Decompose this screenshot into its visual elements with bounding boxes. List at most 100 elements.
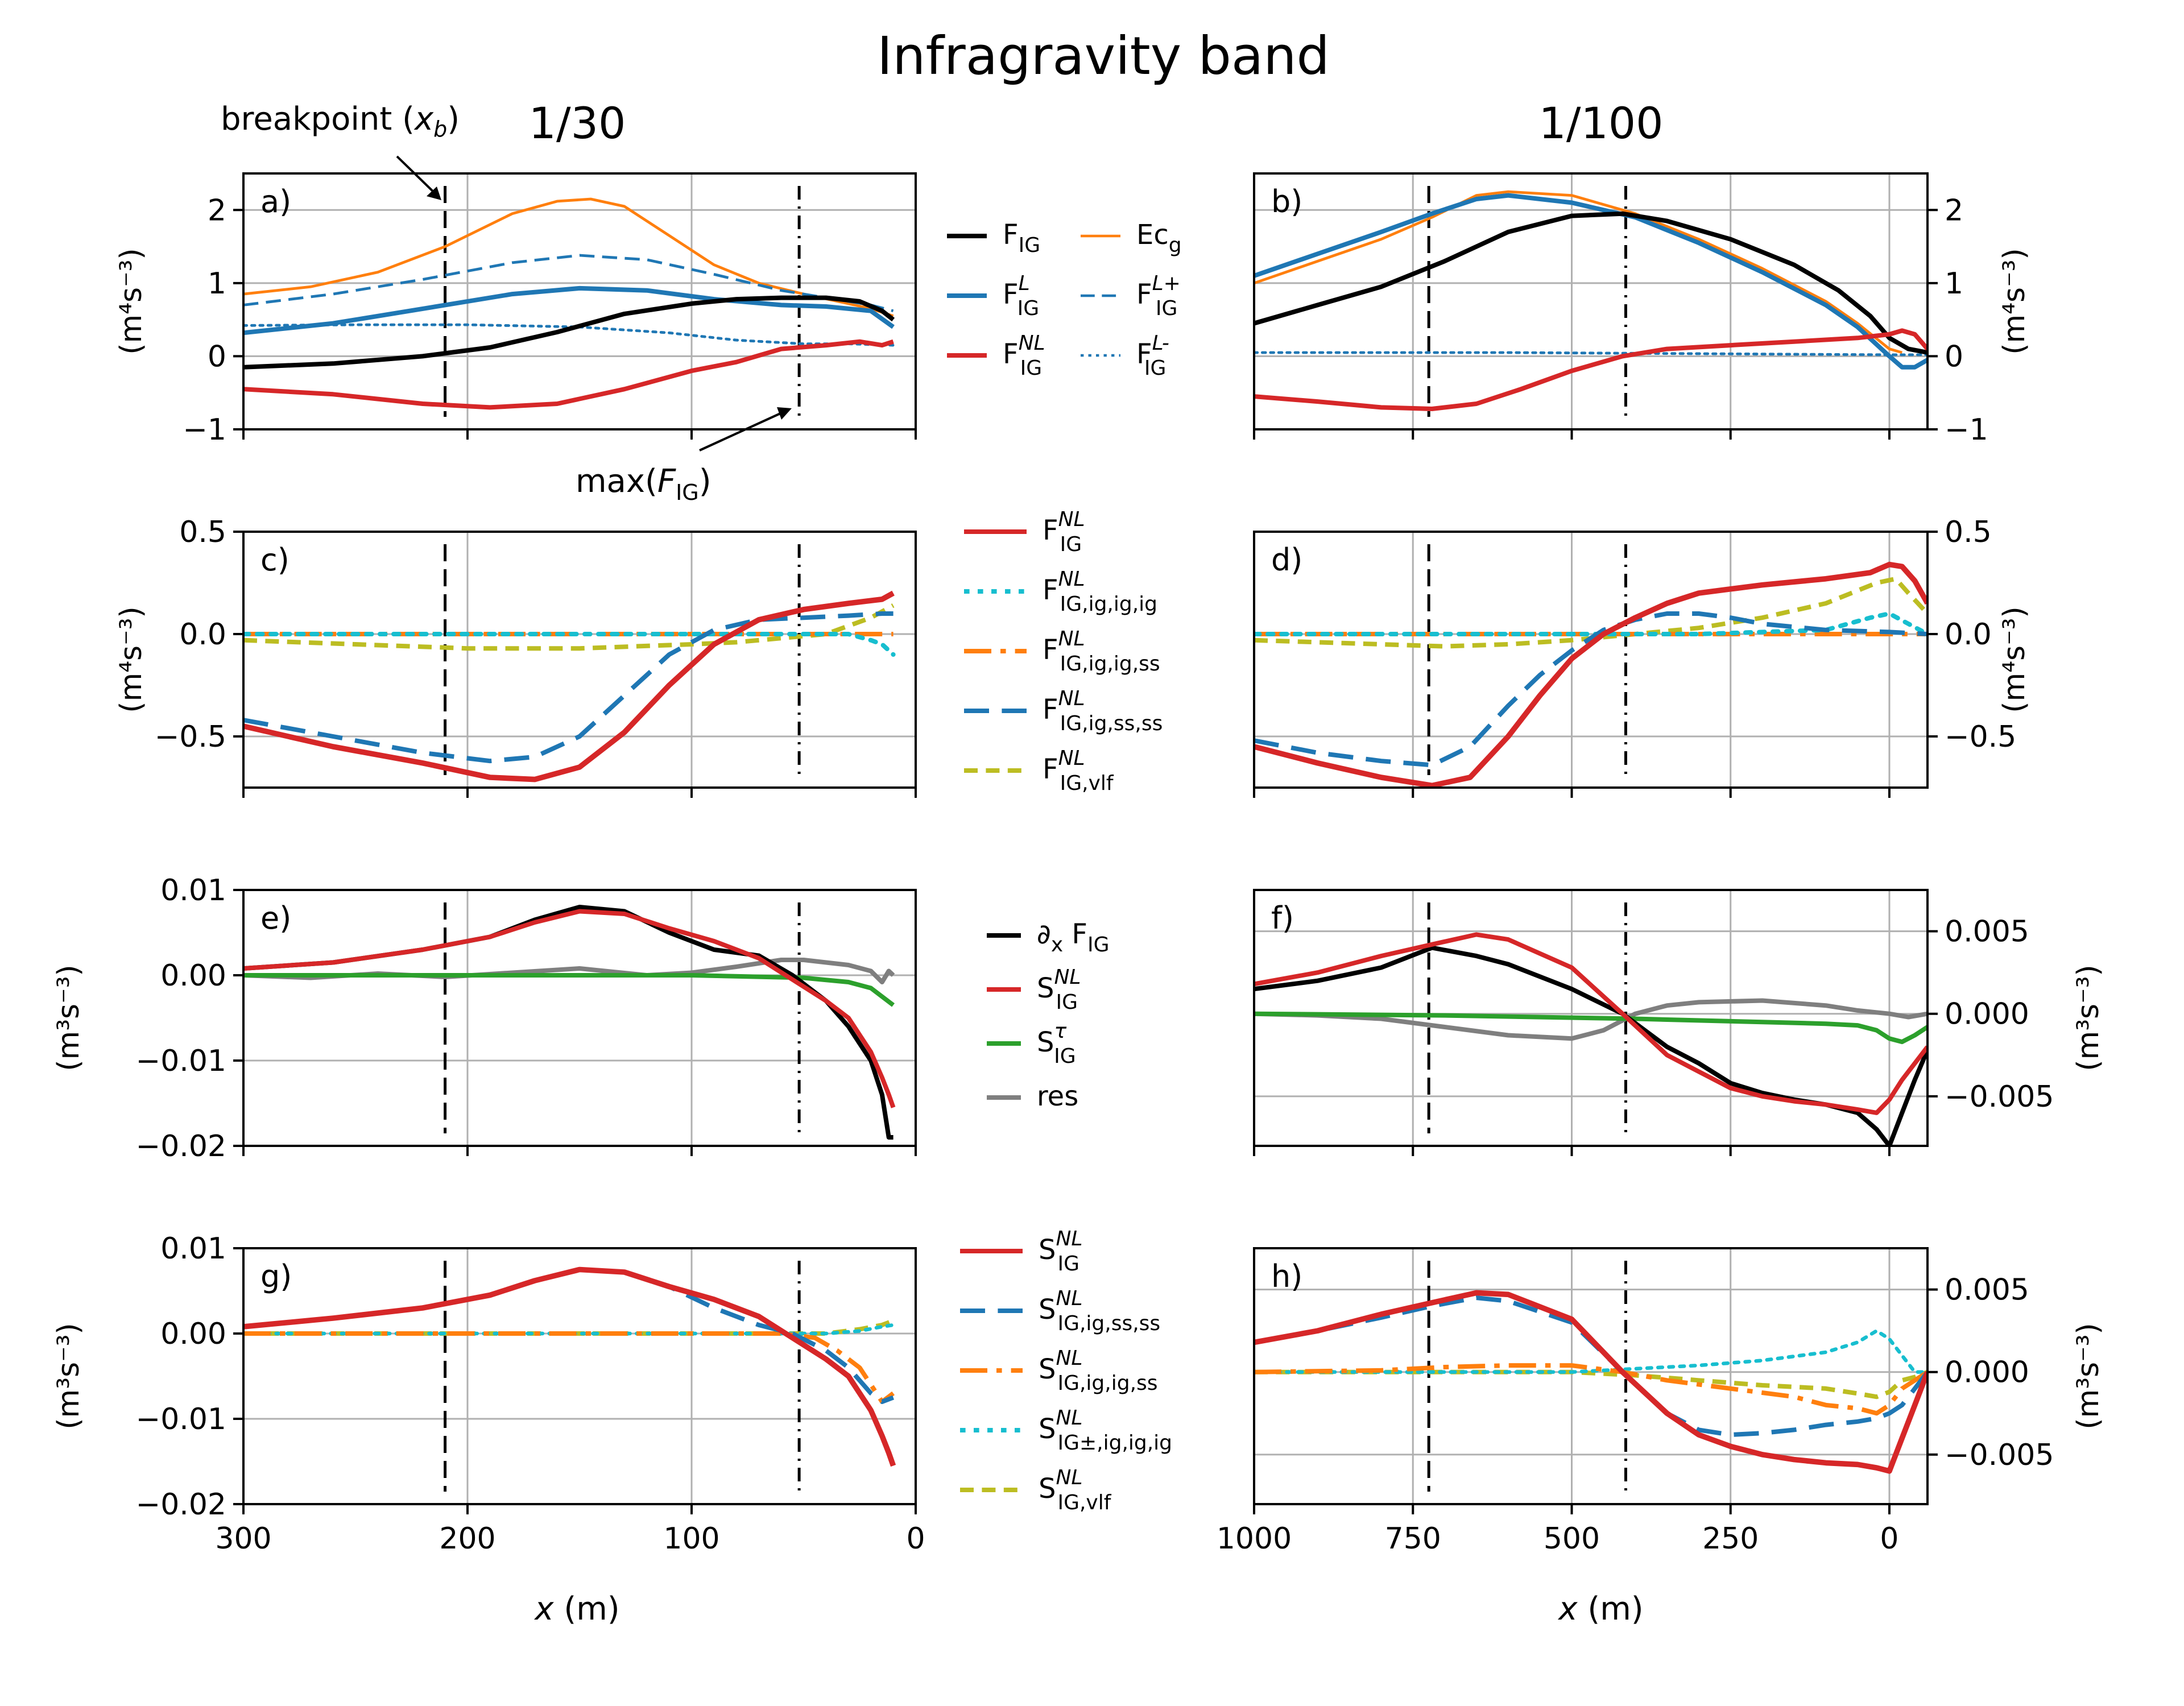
y-tick-label: 0.000	[1945, 997, 2029, 1032]
x-ticks-b	[1253, 429, 1891, 440]
series-line-f-ig-nl	[243, 590, 895, 782]
panel-label: h)	[1271, 1258, 1302, 1294]
breakpoint-text: breakpoint (xb)	[221, 101, 460, 142]
y-tick-label: 0.5	[1945, 515, 1992, 549]
panel-label: a)	[260, 184, 291, 220]
y-ticks-c: −0.5 0.0 0.5	[155, 515, 243, 754]
legend-label: FNL IG,ig,ss,ss	[1043, 687, 1163, 735]
axes-frame	[1253, 1247, 1929, 1505]
grid-e	[242, 889, 917, 1147]
legend-label: FL IG	[1003, 272, 1039, 320]
y-tick-label: −0.005	[1945, 1438, 2054, 1472]
x-ticks-c	[242, 788, 917, 798]
x-tick-label: 300	[215, 1522, 271, 1556]
panel-label: e)	[260, 900, 291, 936]
legend-label: SNL IG,ig,ss,ss	[1039, 1287, 1160, 1335]
breakpoint-arrowhead	[427, 187, 441, 200]
xlabel-right: x (m)	[1557, 1591, 1643, 1628]
series-line-s-ig-nl	[1254, 932, 1927, 1115]
y-tick-label: 0.00	[160, 959, 226, 993]
y-axis-label: (m⁴s⁻³)	[114, 248, 148, 354]
axes-frame	[242, 531, 917, 789]
legend-label: FNL IG,vlf	[1043, 747, 1114, 795]
axes-frame	[242, 1247, 917, 1505]
legend-item-x-f-ig: ∂x FIG	[987, 918, 1110, 956]
series-line-f-ig-ig-ss-ss-nl	[1254, 611, 1927, 768]
y-tick-label: −1	[1945, 413, 1988, 447]
legend-label: res	[1037, 1080, 1078, 1112]
series-line-res	[1254, 998, 1927, 1041]
panel-g: 300 200 100 0 −0.02 −0.01 0.00 0.01 (m³s⁻³) g)	[52, 1232, 925, 1556]
y-axis-label: (m³s⁻³)	[52, 1323, 86, 1429]
series-line-f-ig-ig-ig-ig-nl	[1254, 611, 1927, 636]
legend-item-s-ig-ig-ss-ss-nl: SNL IG,ig,ss,ss	[960, 1287, 1160, 1335]
legend-item-s-ig-vlf-nl: SNL IG,vlf	[960, 1466, 1112, 1514]
y-tick-label: 0	[1945, 339, 1963, 374]
axes-frame	[1253, 172, 1929, 430]
axes-frame	[242, 889, 917, 1147]
legend-item-f-ig-l: FL-IG	[1081, 332, 1169, 380]
series-line-f-ig-l	[1254, 351, 1927, 357]
series-g	[243, 1266, 896, 1467]
y-tick-label: 0.005	[1945, 915, 2029, 949]
series-line-s-ig-ig-ig-ss-nl	[243, 1331, 895, 1404]
y-axis-label: (m⁴s⁻³)	[1997, 606, 2032, 713]
legend-item-f-ig-l: FL IG	[947, 272, 1039, 320]
y-tick-label: 0.01	[160, 873, 226, 908]
legend-label: FNL IG,ig,ig,ig	[1043, 568, 1157, 616]
y-tick-label: 1	[208, 267, 226, 301]
panel-h: 1000 750 500 250 0 −0.005 0.000 0.005 (m³s⁻³) h)	[1217, 1247, 2106, 1556]
x-ticks-h: 1000 750 500 250 0	[1217, 1504, 1899, 1556]
maxF-annotation: max(FIG)	[576, 407, 792, 505]
legend-label: FNL IG,ig,ig,ss	[1043, 627, 1160, 676]
y-tick-label: 0.0	[179, 618, 226, 652]
x-ticks-e	[242, 1146, 917, 1156]
xlabel-left: x (m)	[533, 1591, 619, 1628]
legend-label: FIG	[1003, 219, 1040, 257]
axes-frame	[1253, 889, 1929, 1147]
series-line-s-ig	[243, 973, 895, 1007]
x-ticks-d	[1253, 788, 1891, 798]
x-tick-label: 250	[1702, 1522, 1759, 1556]
series-line-ec-g	[1254, 190, 1902, 354]
series-line-f-ig	[1254, 211, 1927, 355]
y-ticks-h: −0.005 0.000 0.005	[1927, 1273, 2054, 1472]
series-line-s-ig-ig-ss-ss-nl	[1254, 1295, 1927, 1438]
y-tick-label: −0.5	[155, 720, 226, 754]
y-ticks-f: −0.005 0.000 0.005	[1927, 915, 2054, 1114]
series-e	[243, 905, 896, 1140]
legend-label: FL-IG	[1136, 332, 1169, 380]
series-line-s-ig	[1254, 1011, 1927, 1045]
x-tick-label: 100	[663, 1522, 719, 1556]
y-tick-label: −0.01	[136, 1044, 226, 1078]
y-tick-label: 0.01	[160, 1232, 226, 1266]
y-tick-label: −0.02	[136, 1488, 226, 1522]
legend-label: SNL IG±,ig,ig,ig	[1039, 1406, 1172, 1455]
series-line-s-ig-ig-ss-ss-nl	[243, 1267, 895, 1404]
y-axis-label: (m⁴s⁻³)	[114, 606, 148, 713]
series-line-f-ig-ig-ig-ig-nl	[243, 632, 896, 657]
legend-item-s-ig-nl: SNL IG	[960, 1227, 1082, 1276]
x-tick-label: 1000	[1217, 1522, 1292, 1556]
series-line-f-ig	[243, 295, 895, 370]
y-tick-label: 0	[208, 339, 226, 374]
series-h	[1254, 1290, 1927, 1474]
legend-label: Ecg	[1136, 219, 1182, 257]
legend-ef: ∂x FIG SNL IG Sτ IG res	[987, 918, 1110, 1112]
series-line-f-ig-l	[243, 254, 894, 313]
panel-label: g)	[260, 1258, 292, 1294]
series-c	[243, 590, 896, 782]
series-line-s-ig-nl	[1254, 1290, 1927, 1474]
legend-item-f-ig-vlf-nl: FNL IG,vlf	[964, 747, 1114, 795]
legend-label: SNL IG,ig,ig,ss	[1039, 1347, 1158, 1395]
axes-frame	[1253, 531, 1929, 789]
legend-gh: SNL IG SNL IG,ig,ss,ss SNL IG,ig,ig,ss SNL I…	[960, 1227, 1172, 1514]
legend-item-f-ig-ig-ss-ss-nl: FNL IG,ig,ss,ss	[964, 687, 1163, 735]
y-ticks-g: −0.02 −0.01 0.00 0.01	[136, 1232, 243, 1522]
legend-item-f-ig-ig-ig-ig-nl: FNL IG,ig,ig,ig	[964, 568, 1157, 616]
series-line-f-ig-l	[1254, 193, 1927, 370]
legend-item-res: res	[987, 1080, 1078, 1112]
breakpoint-annotation: breakpoint (xb)	[221, 101, 460, 200]
legend-item-f-ig-ig-ig-ss-nl: FNL IG,ig,ig,ss	[964, 627, 1160, 676]
